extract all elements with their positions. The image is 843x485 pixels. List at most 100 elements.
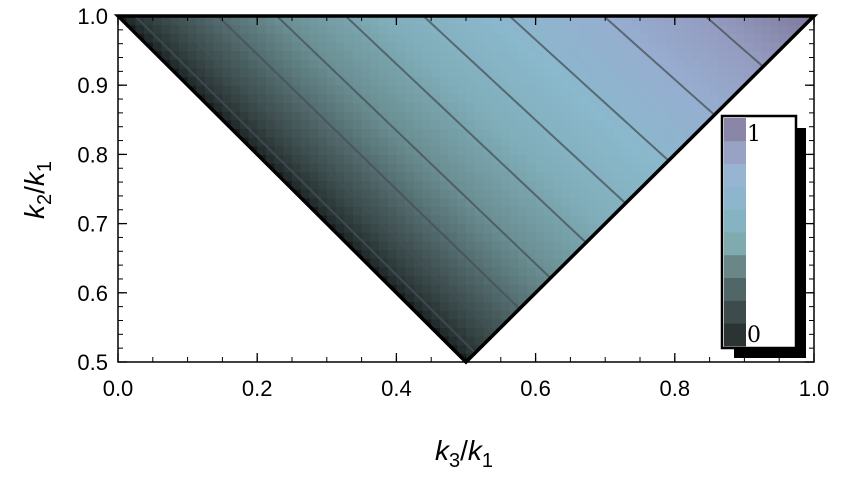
heatmap-cell <box>239 59 250 69</box>
heatmap-cell <box>274 353 284 362</box>
heatmap-cell <box>387 76 397 86</box>
heatmap-cell <box>709 41 719 52</box>
heatmap-cell <box>648 59 658 69</box>
heatmap-cell <box>213 145 223 155</box>
heatmap-cell <box>466 310 476 320</box>
heatmap-cell <box>187 284 197 294</box>
heatmap-cell <box>683 344 693 354</box>
heatmap-cell <box>335 189 345 199</box>
heatmap-cell <box>587 119 598 130</box>
heatmap-cell <box>492 258 502 268</box>
heatmap-cell <box>135 318 145 328</box>
heatmap-cell <box>666 76 676 86</box>
heatmap-cell <box>544 240 554 251</box>
heatmap-cell <box>457 327 467 337</box>
heatmap-cell <box>605 137 615 147</box>
heatmap-cell <box>605 232 615 242</box>
heatmap-cell <box>683 275 693 285</box>
heatmap-cell <box>431 102 441 112</box>
heatmap-cell <box>613 85 624 95</box>
heatmap-cell <box>344 180 354 190</box>
heatmap-cell <box>379 76 389 86</box>
heatmap-cell <box>170 310 180 320</box>
heatmap-cell <box>213 214 223 225</box>
heatmap-cell <box>300 258 310 268</box>
heatmap-cell <box>187 50 197 60</box>
heatmap-cell <box>500 24 511 34</box>
heatmap-cell <box>265 232 276 242</box>
heatmap-cell <box>674 258 685 268</box>
heatmap-cell <box>231 154 241 164</box>
heatmap-cell <box>439 111 450 121</box>
heatmap-cell <box>405 214 415 225</box>
heatmap-cell <box>718 50 728 60</box>
heatmap-cell <box>222 344 232 354</box>
heatmap-cell <box>700 50 711 60</box>
heatmap-cell <box>500 33 511 43</box>
heatmap-cell <box>361 33 371 43</box>
heatmap-cell <box>344 128 354 138</box>
heatmap-cell <box>144 310 154 320</box>
heatmap-cell <box>318 33 328 43</box>
heatmap-cell <box>309 171 319 181</box>
heatmap-cell <box>352 50 363 60</box>
heatmap-cell <box>274 336 284 346</box>
heatmap-cell <box>178 310 189 320</box>
heatmap-cell <box>248 171 258 181</box>
heatmap-cell <box>466 327 476 337</box>
heatmap-cell <box>735 76 745 86</box>
heatmap-cell <box>274 163 284 173</box>
heatmap-cell <box>396 327 406 337</box>
heatmap-cell <box>439 93 450 104</box>
heatmap-cell <box>257 353 267 362</box>
heatmap-cell <box>657 111 667 121</box>
heatmap-cell <box>509 327 519 337</box>
heatmap-cell <box>553 102 563 112</box>
heatmap-cell <box>544 16 554 26</box>
heatmap-cell <box>805 292 814 303</box>
heatmap-cell <box>274 344 284 354</box>
heatmap-cell <box>335 266 345 277</box>
heatmap-cell <box>405 67 415 78</box>
heatmap-cell <box>187 119 197 130</box>
heatmap-cell <box>666 145 676 155</box>
heatmap-cell <box>231 318 241 328</box>
heatmap-cell <box>335 249 345 259</box>
heatmap-cell <box>422 128 432 138</box>
heatmap-cell <box>500 353 511 362</box>
heatmap-cell <box>587 59 598 69</box>
heatmap-cell <box>326 33 337 43</box>
heatmap-cell <box>579 206 589 216</box>
heatmap-cell <box>239 128 250 138</box>
heatmap-cell <box>622 275 632 285</box>
heatmap-cell <box>553 16 563 26</box>
heatmap-cell <box>118 189 128 199</box>
heatmap-cell <box>135 266 145 277</box>
heatmap-cell <box>161 206 171 216</box>
heatmap-cell <box>805 119 814 130</box>
heatmap-cell <box>666 214 676 225</box>
heatmap-cell <box>396 24 406 34</box>
heatmap-cell <box>666 163 676 173</box>
heatmap-cell <box>466 154 476 164</box>
heatmap-cell <box>587 266 598 277</box>
heatmap-cell <box>274 232 284 242</box>
heatmap-cell <box>335 67 345 78</box>
heatmap-cell <box>648 119 658 130</box>
heatmap-cell <box>674 223 685 233</box>
heatmap-cell <box>396 93 406 104</box>
heatmap-cell <box>239 111 250 121</box>
heatmap-cell <box>222 137 232 147</box>
heatmap-cell <box>248 119 258 130</box>
heatmap-cell <box>448 145 458 155</box>
heatmap-cell <box>787 24 798 34</box>
heatmap-cell <box>265 353 276 362</box>
heatmap-cell <box>135 232 145 242</box>
heatmap-cell <box>657 344 667 354</box>
heatmap-cell <box>144 16 154 26</box>
heatmap-cell <box>483 344 493 354</box>
heatmap-cell <box>144 336 154 346</box>
heatmap-cell <box>370 128 380 138</box>
heatmap-cell <box>796 33 806 43</box>
